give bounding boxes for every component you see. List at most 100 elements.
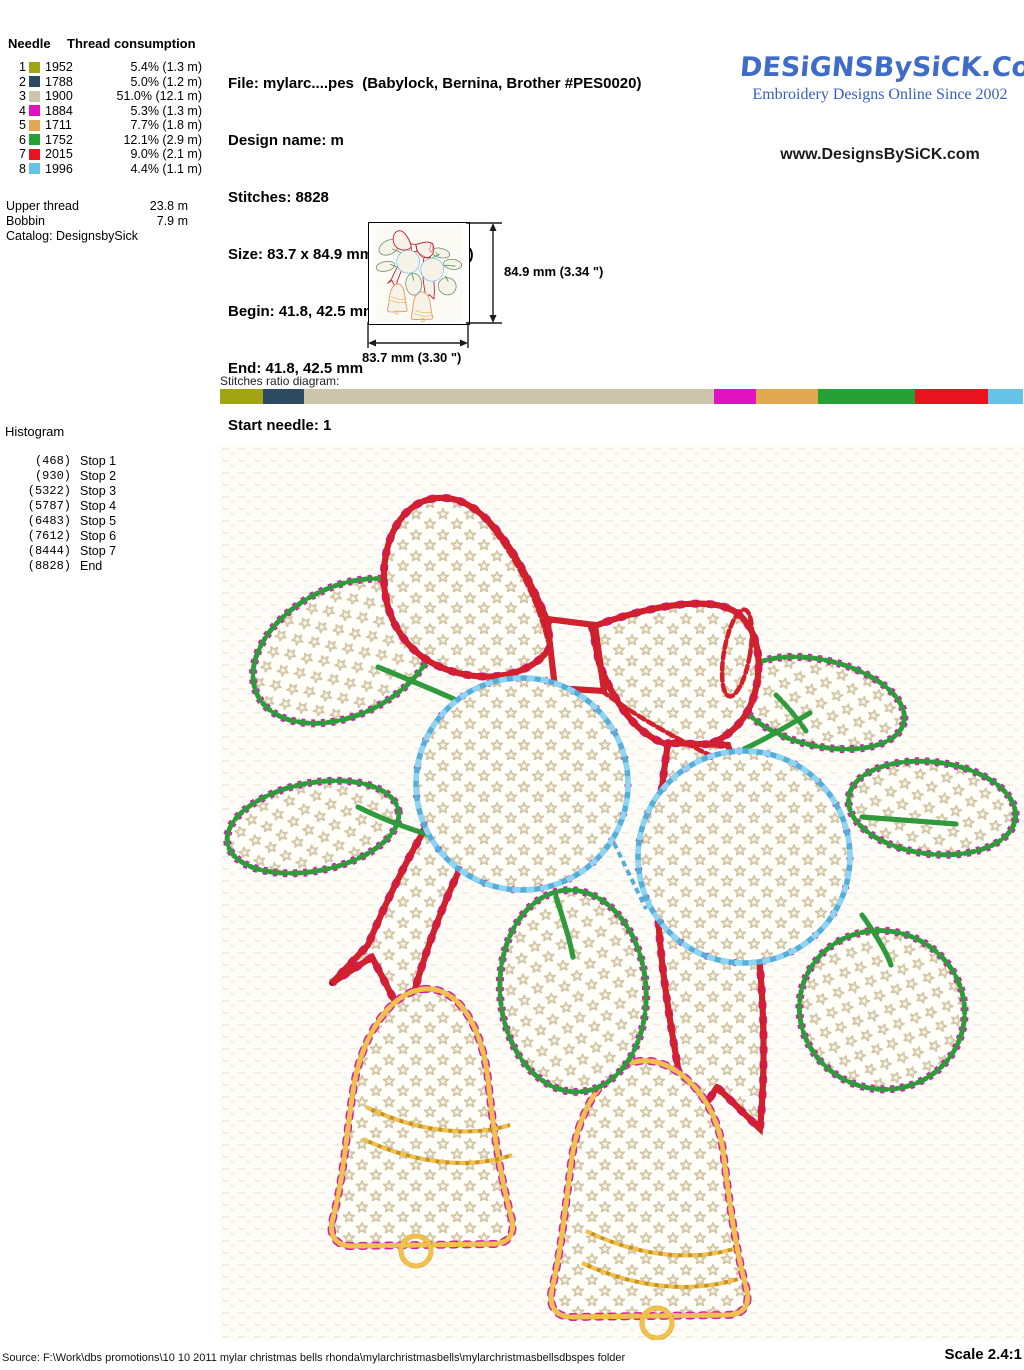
design-thumbnail (371, 225, 467, 322)
website-url: www.DesignsBySiCK.com (780, 146, 980, 163)
stitch-count: 1788 (45, 74, 73, 89)
stitch-count: 1952 (45, 60, 73, 75)
thread-color-swatch (29, 119, 40, 131)
stop-stitch-count: (468) (34, 453, 71, 468)
stitch-count: 1752 (45, 132, 73, 147)
histogram-row: (8828) End (5, 558, 116, 573)
histogram-row: (7612) Stop 6 (5, 528, 116, 543)
needle-number: 7 (19, 147, 26, 162)
thread-color-swatch (29, 148, 40, 160)
needle-number: 8 (19, 161, 26, 176)
ratio-segment (713, 389, 757, 404)
width-dimension-label: 83.7 mm (3.30 ") (362, 350, 462, 365)
ratio-segment (263, 389, 304, 404)
needle-number: 4 (19, 103, 26, 118)
needle-number: 5 (19, 118, 26, 133)
stitch-count: 1900 (45, 89, 73, 104)
stitch-count: 1711 (45, 118, 72, 133)
stop-label: Stop 6 (80, 528, 117, 543)
stop-label: End (80, 558, 103, 573)
ratio-segment (220, 389, 264, 404)
thread-color-swatch (29, 163, 40, 175)
ratio-segment (987, 389, 1024, 404)
stop-stitch-count: (930) (34, 468, 71, 483)
stop-stitch-count: (8828) (27, 558, 71, 573)
start-needle-line: Start needle: 1 (228, 417, 332, 434)
width-dimension-arrow (367, 322, 469, 348)
consumption-value: 4.4% (1.1 m) (130, 161, 202, 176)
consumption-value: 5.4% (1.3 m) (130, 60, 202, 75)
needle-number: 6 (19, 132, 26, 147)
consumption-value: 5.3% (1.3 m) (130, 103, 202, 118)
catalog-line: Catalog: DesignsbySick (6, 229, 139, 243)
design-name-line: Design name: m (228, 132, 344, 149)
stitches-line: Stitches: 8828 (228, 189, 329, 206)
stop-label: Stop 3 (80, 483, 117, 498)
upper-thread-label: Upper thread (6, 199, 79, 213)
table-row: 1 1952 5.4% (1.3 m) (6, 60, 202, 75)
thread-color-swatch (29, 134, 40, 146)
consumption-column-header: Thread consumption (67, 36, 196, 51)
file-name-line: File: mylarc....pes (Babylock, Bernina, … (228, 75, 642, 92)
design-thumbnail-box (368, 222, 470, 325)
table-row: 3 1900 51.0% (12.1 m) (6, 89, 202, 104)
table-row: 8 1996 4.4% (1.1 m) (6, 162, 202, 177)
brand-logo: DESiGNSBySiCK.CoM (738, 52, 1024, 83)
thread-color-swatch (29, 105, 40, 117)
stop-label: Stop 7 (80, 543, 117, 558)
consumption-value: 9.0% (2.1 m) (130, 147, 202, 162)
consumption-value: 12.1% (2.9 m) (123, 132, 202, 147)
stop-label: Stop 5 (80, 513, 117, 528)
histogram-list: (468) Stop 1 (930) Stop 2 (5322) Stop 3 (57… (5, 453, 116, 573)
stitch-count: 1884 (45, 103, 73, 118)
stitch-ratio-label: Stitches ratio diagram: (220, 374, 340, 388)
histogram-row: (468) Stop 1 (5, 453, 116, 468)
stop-stitch-count: (7612) (27, 528, 71, 543)
brand-tagline: Embroidery Designs Online Since 2002 (752, 86, 1008, 103)
stop-stitch-count: (5787) (27, 498, 71, 513)
scale-label: Scale 2.4:1 (944, 1346, 1022, 1363)
ratio-segment (915, 389, 988, 404)
stop-stitch-count: (6483) (27, 513, 71, 528)
stitch-count: 2015 (45, 147, 73, 162)
bobbin-row: Bobbin 7.9 m (6, 214, 188, 228)
thread-color-swatch (29, 76, 40, 88)
bobbin-label: Bobbin (6, 214, 45, 228)
stop-stitch-count: (8444) (27, 543, 71, 558)
histogram-row: (930) Stop 2 (5, 468, 116, 483)
ratio-segment (818, 389, 916, 404)
file-info-block: File: mylarc....pes (Babylock, Bernina, … (228, 36, 642, 587)
source-path: Source: F:\Work\dbs promotions\10 10 201… (2, 1352, 626, 1364)
height-dimension-arrow (466, 222, 502, 324)
needle-column-header: Needle (8, 36, 51, 51)
consumption-value: 51.0% (12.1 m) (116, 89, 202, 104)
ratio-segment (756, 389, 819, 404)
table-row: 7 2015 9.0% (2.1 m) (6, 147, 202, 162)
histogram-title: Histogram (5, 424, 65, 439)
consumption-value: 7.7% (1.8 m) (130, 118, 202, 133)
thread-consumption-table: 1 1952 5.4% (1.3 m) 2 1788 5.0% (1.2 m) 3 190… (6, 60, 202, 176)
upper-thread-value: 23.8 m (149, 199, 188, 213)
table-row: 4 1884 5.3% (1.3 m) (6, 104, 202, 119)
table-row: 6 1752 12.1% (2.9 m) (6, 133, 202, 148)
stop-label: Stop 2 (80, 468, 117, 483)
consumption-value: 5.0% (1.2 m) (130, 74, 202, 89)
bobbin-value: 7.9 m (156, 214, 188, 228)
stitch-ratio-bar (220, 389, 1024, 404)
stop-label: Stop 1 (80, 453, 117, 468)
needle-number: 1 (19, 60, 26, 75)
histogram-row: (5787) Stop 4 (5, 498, 116, 513)
table-row: 5 1711 7.7% (1.8 m) (6, 118, 202, 133)
end-line: End: 41.8, 42.5 mm (228, 360, 364, 377)
table-row: 2 1788 5.0% (1.2 m) (6, 75, 202, 90)
thread-color-swatch (29, 90, 40, 102)
upper-thread-row: Upper thread 23.8 m (6, 199, 188, 213)
needle-number: 3 (19, 89, 26, 104)
histogram-row: (6483) Stop 5 (5, 513, 116, 528)
histogram-row: (5322) Stop 3 (5, 483, 116, 498)
stop-stitch-count: (5322) (27, 483, 71, 498)
embroidery-preview (220, 445, 1024, 1340)
height-dimension-label: 84.9 mm (3.34 ") (504, 264, 604, 279)
thread-color-swatch (29, 61, 40, 73)
